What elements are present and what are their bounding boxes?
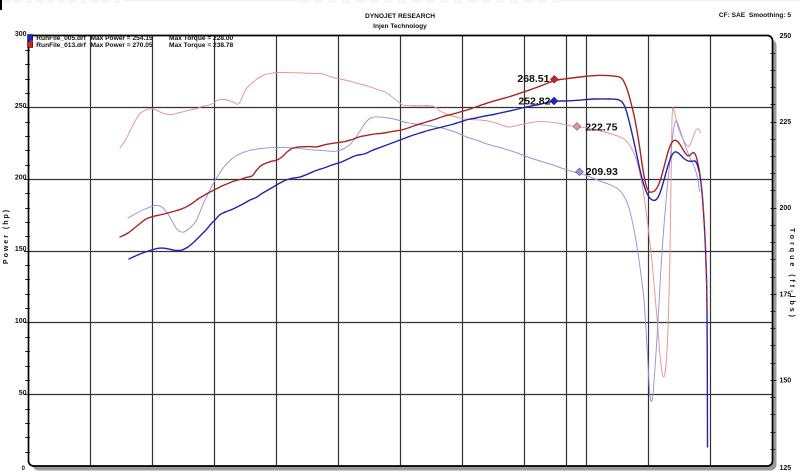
svg-text:CF: SAE Smoothing: 5: CF: SAE Smoothing: 5 bbox=[719, 12, 791, 19]
svg-text:Max Torque = 238.78: Max Torque = 238.78 bbox=[169, 42, 234, 49]
svg-text:Injen Technology: Injen Technology bbox=[373, 23, 427, 30]
svg-text:268.51: 268.51 bbox=[517, 73, 549, 85]
svg-text:225: 225 bbox=[780, 119, 792, 126]
svg-text:175: 175 bbox=[780, 291, 792, 298]
svg-text:150: 150 bbox=[15, 246, 27, 253]
svg-text:50: 50 bbox=[19, 390, 27, 397]
svg-text:209.93: 209.93 bbox=[586, 166, 618, 178]
svg-text:Max Torque = 228.00: Max Torque = 228.00 bbox=[169, 35, 234, 42]
svg-text:RunFile_013.drf: RunFile_013.drf bbox=[36, 42, 86, 49]
svg-text:RunFile_005.drf: RunFile_005.drf bbox=[36, 35, 86, 42]
svg-text:222.75: 222.75 bbox=[585, 122, 617, 134]
svg-text:125: 125 bbox=[780, 465, 792, 472]
svg-text:150: 150 bbox=[780, 377, 792, 384]
svg-text:300: 300 bbox=[15, 31, 27, 38]
svg-text:0: 0 bbox=[22, 466, 26, 472]
svg-text:Max Power = 270.05: Max Power = 270.05 bbox=[91, 42, 153, 49]
svg-text:Torque (ft-lbs): Torque (ft-lbs) bbox=[788, 228, 795, 320]
svg-text:200: 200 bbox=[780, 205, 792, 212]
svg-text:252.82: 252.82 bbox=[518, 96, 550, 108]
svg-text:200: 200 bbox=[15, 175, 27, 182]
svg-text:100: 100 bbox=[15, 318, 27, 325]
svg-text:Power (hp): Power (hp) bbox=[3, 208, 10, 264]
svg-text:250: 250 bbox=[15, 103, 27, 110]
svg-text:Max Power = 254.15: Max Power = 254.15 bbox=[91, 35, 153, 42]
svg-text:DYNOJET RESEARCH: DYNOJET RESEARCH bbox=[365, 13, 435, 20]
svg-text:250: 250 bbox=[780, 33, 792, 40]
